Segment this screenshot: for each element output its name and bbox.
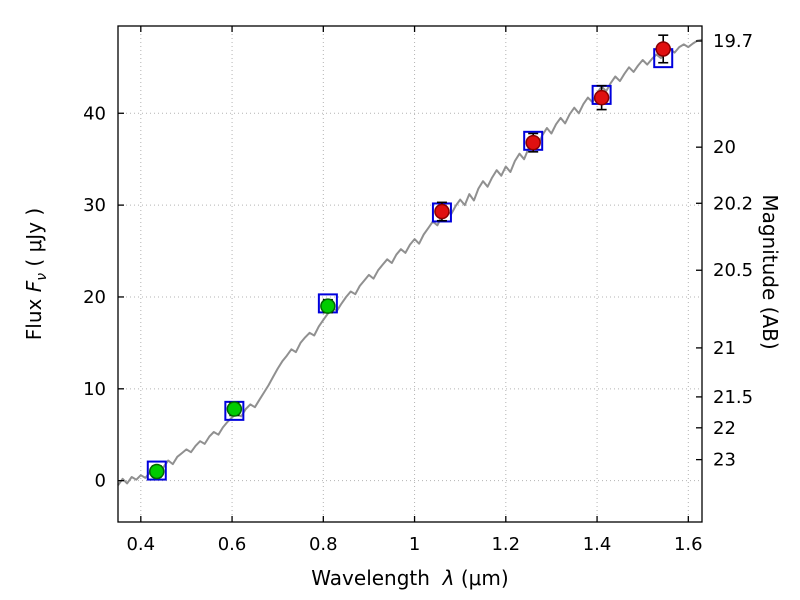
magnitude-tick-label: 21.5 [713, 387, 753, 408]
model-photometry-square [146, 460, 167, 481]
observed-point-red [525, 134, 541, 151]
x-tick-label: 0.6 [218, 534, 247, 555]
y-tick-labels: 0 10 20 30 40 [83, 103, 106, 491]
observed-point-green [149, 463, 165, 480]
y-tick-label: 10 [83, 379, 106, 400]
observed-point-green [320, 298, 336, 314]
x-tick-label: 1 [409, 534, 420, 555]
right-axis-label: Magnitude (AB) [758, 194, 782, 350]
magnitude-tick-label: 19.7 [713, 31, 753, 52]
y-tick-label: 40 [83, 103, 106, 124]
y-axis-label-prefix: Flux [22, 292, 46, 341]
magnitude-tick-label: 20.5 [713, 260, 753, 281]
observed-point-green [226, 401, 243, 417]
x-axis-label: Wavelength λ (μm) [311, 566, 508, 590]
x-tick-label: 1.6 [674, 534, 703, 555]
magnitude-tick-label: 22 [713, 418, 736, 439]
y-axis-unit: ( μJy ) [22, 207, 46, 273]
x-axis-unit: (μm) [460, 566, 509, 590]
x-tick-labels: 0.4 0.6 0.8 1 1.2 1.4 1.6 [126, 534, 702, 555]
magnitude-tick-label: 20.2 [713, 193, 753, 214]
x-tick-label: 0.4 [126, 534, 155, 555]
magnitude-tick-label: 20 [713, 137, 736, 158]
right-tick-labels: 19.7 20 20.2 20.5 21 21.5 22 23 [713, 31, 753, 471]
flux-symbol: F [22, 280, 46, 293]
observed-photometry-points [149, 41, 671, 480]
x-tick-label: 1.2 [491, 534, 520, 555]
magnitude-tick-label: 23 [713, 450, 736, 471]
y-tick-label: 20 [83, 287, 106, 308]
tick-marks [118, 26, 702, 522]
magnitude-tick-label: 21 [713, 338, 736, 359]
lambda-symbol: λ [442, 566, 455, 590]
model-spectrum-line [117, 38, 703, 486]
x-axis-label-text: Wavelength [311, 566, 430, 590]
x-tick-label: 0.8 [309, 534, 338, 555]
gridlines [118, 26, 702, 522]
observed-point-red [655, 41, 671, 57]
y-tick-label: 30 [83, 195, 106, 216]
observed-point-red [434, 203, 450, 220]
flux-subscript: ν [34, 272, 50, 281]
y-tick-label: 0 [95, 471, 106, 492]
plot-frame [117, 25, 703, 523]
y-axis-label: Flux Fν ( μJy ) [22, 208, 50, 340]
x-tick-label: 1.4 [583, 534, 612, 555]
observed-point-red [593, 89, 610, 106]
